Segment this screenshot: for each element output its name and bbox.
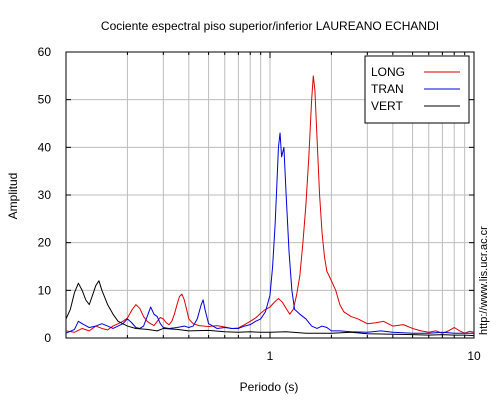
series-line-tran xyxy=(65,132,474,334)
series-line-long xyxy=(65,75,475,334)
y-tick-label: 0 xyxy=(44,331,51,345)
legend-label-tran: TRAN xyxy=(371,82,404,96)
y-tick-label: 30 xyxy=(38,188,52,202)
y-tick-label: 10 xyxy=(38,283,52,297)
x-tick-label: 10 xyxy=(467,349,481,363)
side-url-note: http://www.lis.ucr.ac.cr xyxy=(478,226,490,335)
x-tick-label: 1 xyxy=(267,349,274,363)
y-tick-label: 60 xyxy=(38,45,52,59)
legend: LONG TRAN VERT xyxy=(364,55,470,124)
y-tick-label: 50 xyxy=(38,93,52,107)
chart-title: Cociente espectral piso superior/inferio… xyxy=(101,19,439,33)
x-axis-label: Periodo (s) xyxy=(240,380,299,394)
y-axis-label: Amplitud xyxy=(6,173,20,220)
y-tick-label: 40 xyxy=(38,140,52,154)
legend-label-long: LONG xyxy=(371,65,405,79)
series-layer xyxy=(65,75,475,337)
series-line-vert xyxy=(65,280,475,337)
y-tick-label: 20 xyxy=(38,236,52,250)
axis-ticks: 0 10 20 30 40 50 60 1 10 xyxy=(38,45,481,363)
legend-label-vert: VERT xyxy=(371,99,403,113)
